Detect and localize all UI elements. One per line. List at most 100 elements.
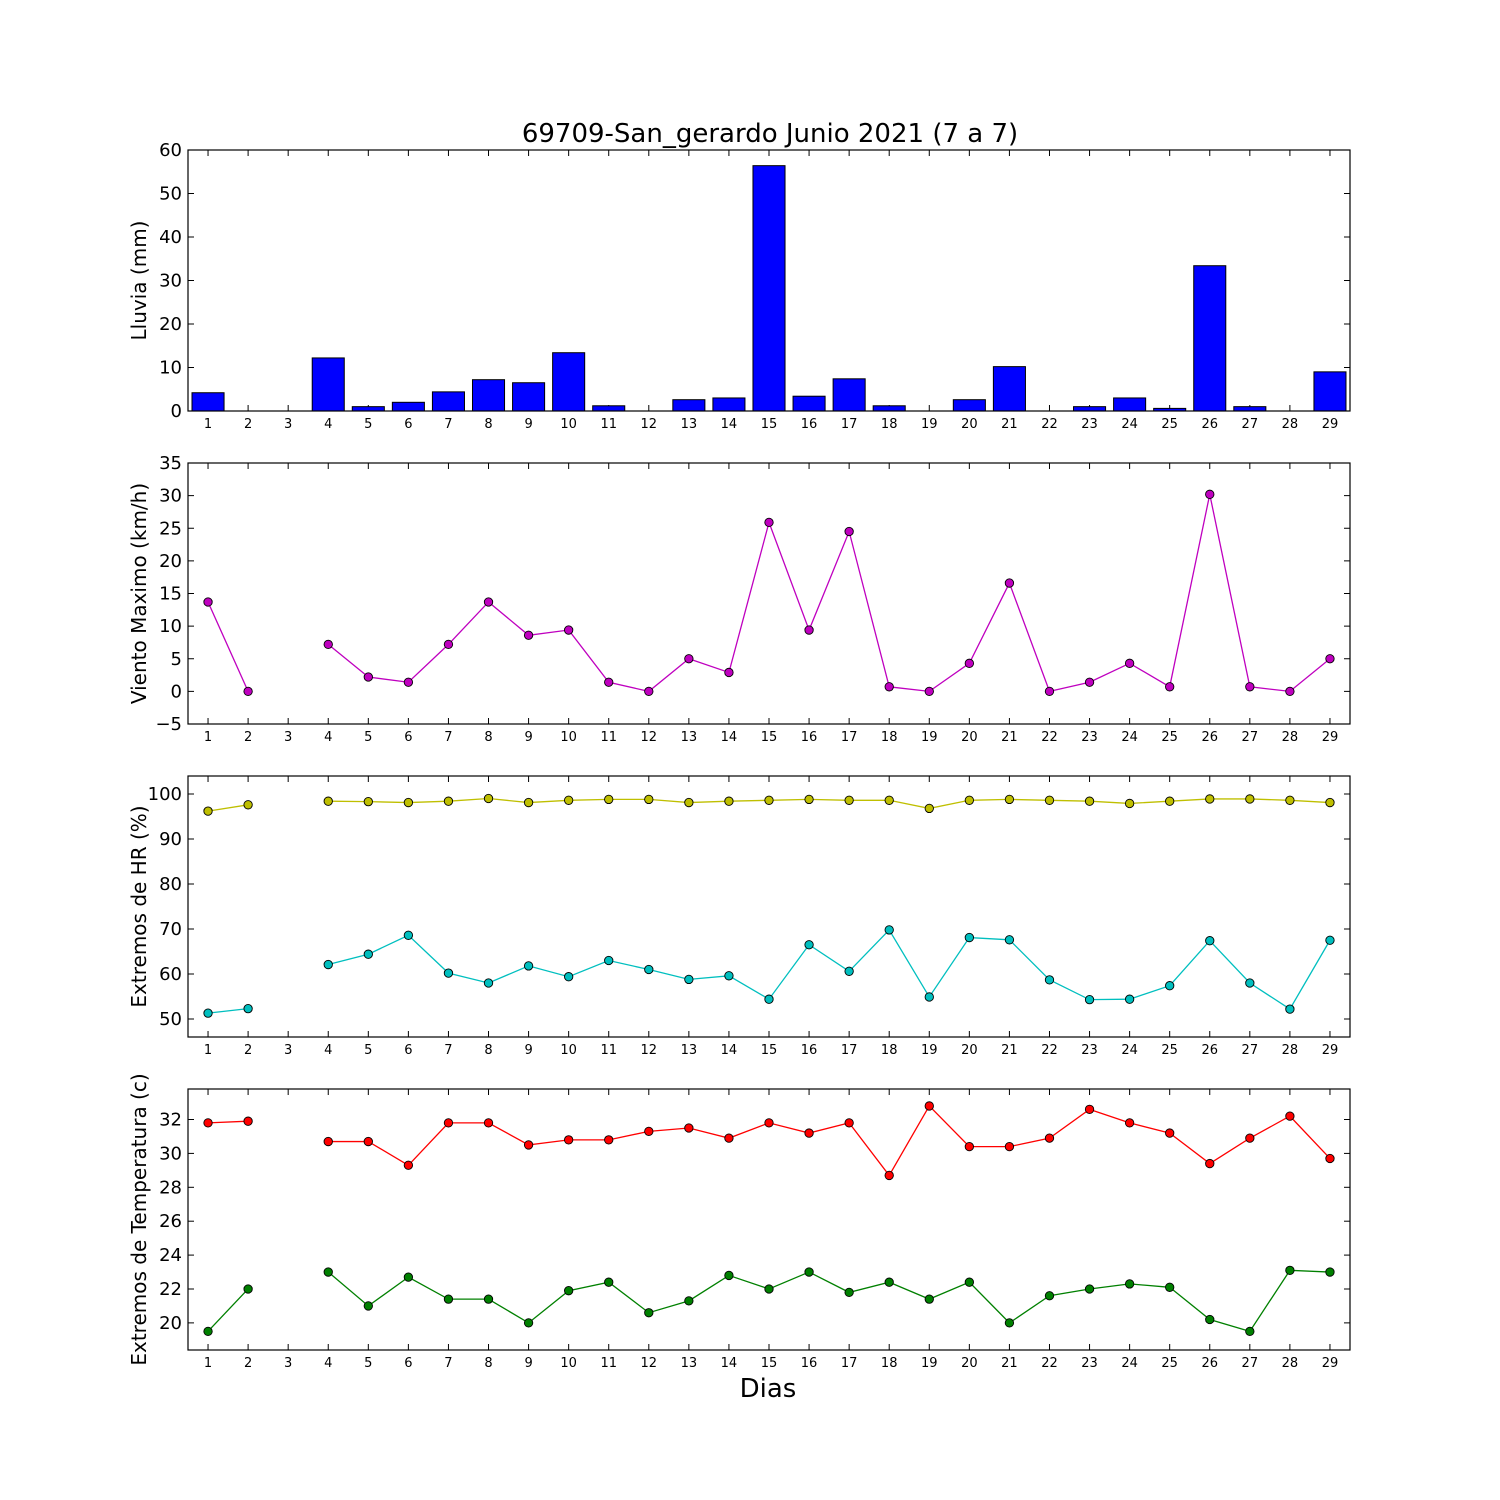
data-point [1044,795,1055,805]
x-tick-label: 10 [560,1043,577,1058]
y-tick-label: 22 [159,1279,182,1300]
x-tick-label: 18 [881,1043,898,1058]
x-tick-label: 27 [1242,1043,1259,1058]
data-point [323,959,333,970]
data-point [1285,1004,1295,1014]
x-tick-label: 29 [1322,1356,1339,1371]
data-point [724,796,734,806]
x-tick-label: 8 [484,1356,492,1371]
data-point [1165,1128,1175,1138]
bar [431,391,465,412]
data-point [403,677,414,687]
x-tick-label: 29 [1322,1043,1339,1058]
x-tick-label: 25 [1161,417,1178,432]
x-tick-label: 20 [961,417,978,432]
data-point [684,1123,694,1133]
data-point [1124,798,1135,809]
x-tick-label: 11 [600,730,617,745]
y-tick-label: 20 [159,1313,182,1334]
x-tick-label: 16 [801,1043,818,1058]
data-point [844,1287,854,1298]
bar [872,405,906,412]
data-point [243,1116,253,1126]
data-point [523,797,534,808]
data-point [1044,1133,1055,1143]
x-tick-label: 25 [1161,730,1178,745]
data-point [604,677,614,687]
data-point [924,1294,934,1304]
bar [792,395,826,412]
x-tick-label: 26 [1201,1043,1218,1058]
x-tick-label: 13 [681,1043,698,1058]
x-tick-label: 17 [841,417,858,432]
data-point [684,1296,694,1306]
series-1 [203,1101,1335,1181]
y-tick-label: 28 [159,1177,182,1198]
data-point [564,625,574,635]
data-point [964,658,974,668]
data-point [523,630,534,640]
x-tick-label: 24 [1121,1043,1138,1058]
data-point [844,1118,854,1128]
data-point [323,1136,333,1147]
data-point [804,625,814,635]
x-tick-label: 14 [721,730,738,745]
data-point [804,940,814,950]
data-point [884,682,894,692]
x-tick-label: 9 [524,1043,532,1058]
y-tick-label: 5 [171,649,182,670]
x-tick-label: 23 [1081,1356,1098,1371]
x-tick-label: 19 [921,1043,938,1058]
data-point [1124,1118,1135,1128]
x-tick-label: 27 [1242,1356,1259,1371]
x-tick-label: 3 [284,1043,292,1058]
x-tick-label: 28 [1282,730,1299,745]
data-point [483,793,494,804]
data-point [203,806,213,816]
x-tick-label: 1 [204,1043,212,1058]
x-tick-label: 25 [1161,1356,1178,1371]
data-point [483,1118,494,1128]
y-tick-label: 100 [148,784,182,805]
x-tick-label: 12 [641,1043,658,1058]
x-tick-label: 16 [801,1356,818,1371]
data-point [884,1277,894,1287]
x-tick-label: 11 [600,1043,617,1058]
data-point [1084,1104,1095,1114]
data-point [1245,978,1255,988]
data-point [483,597,494,607]
x-tick-label: 12 [641,417,658,432]
y-tick-label: 25 [159,518,182,539]
data-point [884,795,894,805]
x-tick-label: 20 [961,730,978,745]
data-point [964,795,974,805]
data-point [1084,1284,1095,1294]
y-tick-label: 90 [159,829,182,850]
data-point [1205,1314,1215,1325]
data-point [604,794,614,805]
data-point [604,955,614,966]
x-tick-label: 13 [681,417,698,432]
bar [1193,265,1227,412]
bar [712,397,746,412]
y-tick-label: 24 [159,1245,182,1266]
data-point [1004,935,1015,945]
data-point [1285,1111,1295,1121]
series-2 [203,925,1335,1018]
data-point [1325,654,1335,664]
data-point [403,1272,414,1282]
plot-frame [187,775,1351,1038]
data-point [1084,677,1095,687]
x-tick-label: 4 [324,1356,332,1371]
data-point [243,1004,253,1014]
data-point [1044,686,1055,697]
data-point [1124,1279,1135,1289]
x-tick-label: 23 [1081,417,1098,432]
data-point [1084,796,1095,806]
data-point [1004,1318,1015,1328]
x-tick-label: 17 [841,1356,858,1371]
data-point [764,994,774,1004]
x-tick-label: 8 [484,417,492,432]
